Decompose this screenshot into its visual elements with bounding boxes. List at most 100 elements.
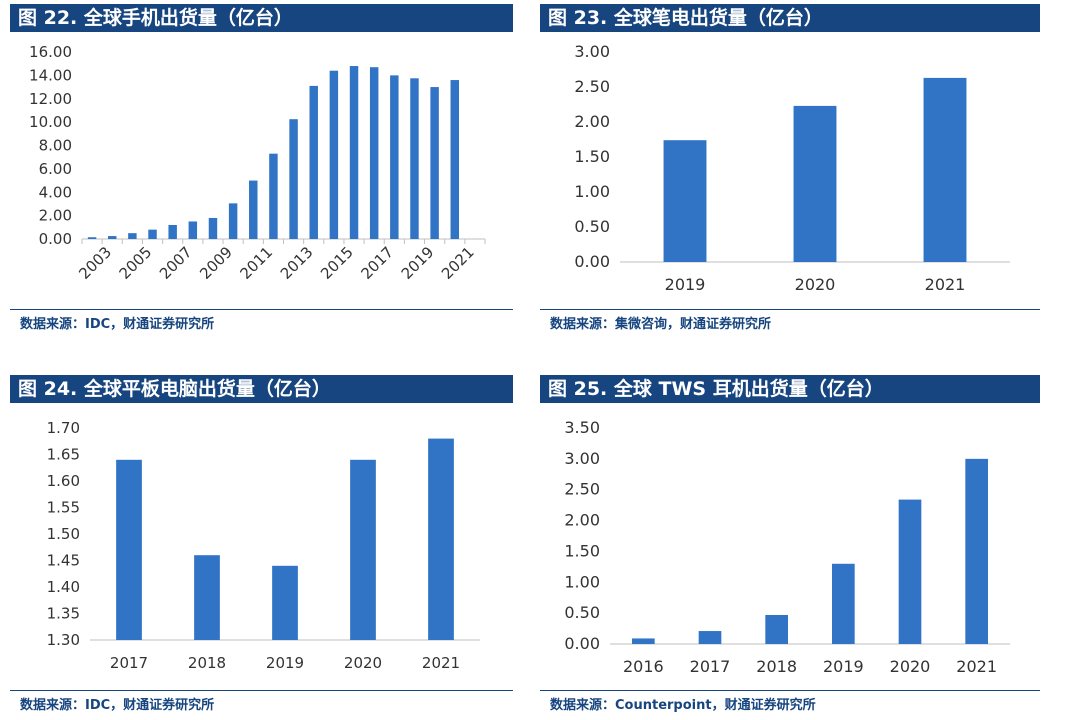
x-tick-label: 2017 xyxy=(110,654,148,672)
y-tick-label: 8.00 xyxy=(39,137,72,155)
y-tick-label: 1.50 xyxy=(574,147,610,166)
x-tick-label: 2005 xyxy=(116,243,156,283)
bar xyxy=(793,105,837,263)
chart-24-source-rule xyxy=(10,690,513,691)
x-tick-label: 2021 xyxy=(438,243,478,283)
x-tick-label: 2011 xyxy=(237,243,277,283)
bar xyxy=(390,75,399,239)
bar xyxy=(269,153,278,239)
y-tick-label: 0.00 xyxy=(39,230,72,248)
y-tick-label: 1.70 xyxy=(47,419,80,437)
bar xyxy=(632,638,655,644)
y-tick-label: 1.35 xyxy=(47,605,80,623)
y-tick-label: 0.00 xyxy=(564,634,600,653)
bar xyxy=(107,236,117,239)
x-tick-label: 2021 xyxy=(925,275,966,294)
x-tick-label: 2019 xyxy=(398,243,438,283)
y-tick-label: 1.00 xyxy=(574,182,610,201)
chart-23-source-rule xyxy=(540,309,1040,310)
bar xyxy=(249,180,258,239)
bar xyxy=(349,66,359,240)
chart-24-source: 数据来源：IDC，财通证券研究所 xyxy=(20,698,215,713)
bar xyxy=(148,229,157,239)
y-tick-label: 1.60 xyxy=(47,472,80,490)
y-tick-label: 16.00 xyxy=(29,43,72,61)
y-tick-label: 3.00 xyxy=(564,449,600,468)
bar xyxy=(410,78,419,239)
bar xyxy=(832,563,855,644)
bar xyxy=(698,631,722,644)
bar xyxy=(194,555,220,640)
chart-22-title: 图 22. 全球手机出货量（亿台） xyxy=(10,4,513,32)
y-tick-label: 2.50 xyxy=(574,77,610,96)
y-tick-label: 1.55 xyxy=(47,499,80,517)
chart-25-plot: 0.00 0.50 1.00 1.50 2.00 2.50 3.00 3.50 2016 2017… xyxy=(564,418,1010,676)
y-tick-label: 1.00 xyxy=(564,572,600,591)
x-tick-label: 2019 xyxy=(823,657,864,676)
chart-25-source-rule xyxy=(540,690,1040,691)
bar xyxy=(116,459,142,640)
bar xyxy=(309,85,318,239)
x-tick-label: 2018 xyxy=(188,654,226,672)
x-tick-label: 2007 xyxy=(156,243,196,283)
chart-22-plot: 0.00 2.00 4.00 6.00 8.00 10.00 12.00 14.00 16.00… xyxy=(29,43,486,283)
chart-25-source: 数据来源：Counterpoint，财通证券研究所 xyxy=(550,698,816,713)
y-tick-label: 1.30 xyxy=(47,631,80,649)
bar xyxy=(898,499,922,644)
y-tick-label: 0.50 xyxy=(564,603,600,622)
x-tick-label: 2017 xyxy=(690,657,731,676)
x-tick-label: 2019 xyxy=(266,654,304,672)
y-tick-label: 1.40 xyxy=(47,578,80,596)
x-tick-label: 2020 xyxy=(344,654,382,672)
bar xyxy=(329,70,339,239)
x-tick-label: 2016 xyxy=(623,657,664,676)
y-tick-label: 1.50 xyxy=(47,525,80,543)
y-tick-label: 14.00 xyxy=(29,66,72,84)
chart-24-plot: 1.30 1.35 1.40 1.45 1.50 1.55 1.60 1.65 1.70 2017… xyxy=(47,419,480,672)
bar xyxy=(430,87,439,239)
y-tick-label: 1.65 xyxy=(47,446,80,464)
bar xyxy=(350,459,376,640)
bar xyxy=(228,203,238,239)
bar xyxy=(965,458,988,644)
y-tick-label: 1.50 xyxy=(564,541,600,560)
x-tick-label: 2003 xyxy=(75,243,115,283)
x-tick-label: 2019 xyxy=(665,275,706,294)
y-tick-label: 1.45 xyxy=(47,552,80,570)
bar xyxy=(87,237,97,239)
bar xyxy=(428,438,454,640)
y-tick-label: 12.00 xyxy=(29,90,72,108)
bar xyxy=(272,565,298,640)
bar xyxy=(168,224,177,239)
bar xyxy=(128,233,137,239)
y-tick-label: 2.00 xyxy=(564,511,600,530)
x-tick-label: 2017 xyxy=(357,243,397,283)
bar xyxy=(765,614,788,644)
bar xyxy=(923,77,967,263)
x-tick-label: 2021 xyxy=(422,654,460,672)
y-tick-label: 2.00 xyxy=(39,207,72,225)
x-tick-label: 2021 xyxy=(956,657,997,676)
y-tick-label: 4.00 xyxy=(39,183,72,201)
chart-23-source: 数据来源：集微咨询，财通证券研究所 xyxy=(550,317,772,332)
chart-23-plot: 0.00 0.50 1.00 1.50 2.00 2.50 3.00 2019 2020 2021 xyxy=(574,42,1010,294)
chart-23-title: 图 23. 全球笔电出货量（亿台） xyxy=(540,4,1040,32)
chart-22-source: 数据来源：IDC，财通证券研究所 xyxy=(20,317,215,332)
y-tick-label: 3.00 xyxy=(574,42,610,61)
y-tick-label: 2.00 xyxy=(574,112,610,131)
x-tick-label: 2015 xyxy=(317,243,357,283)
y-tick-label: 0.50 xyxy=(574,217,610,236)
bar xyxy=(289,119,298,239)
chart-22-source-rule xyxy=(10,309,513,310)
x-tick-label: 2013 xyxy=(277,243,317,283)
chart-25-title: 图 25. 全球 TWS 耳机出货量（亿台） xyxy=(540,375,1040,403)
y-tick-label: 2.50 xyxy=(564,480,600,499)
x-tick-label: 2020 xyxy=(795,275,836,294)
x-tick-label: 2009 xyxy=(196,243,236,283)
y-tick-label: 10.00 xyxy=(29,113,72,131)
bar xyxy=(663,140,707,262)
chart-24-title: 图 24. 全球平板电脑出货量（亿台） xyxy=(10,375,513,403)
bar xyxy=(450,80,460,239)
bar xyxy=(208,217,218,239)
x-tick-label: 2020 xyxy=(890,657,931,676)
